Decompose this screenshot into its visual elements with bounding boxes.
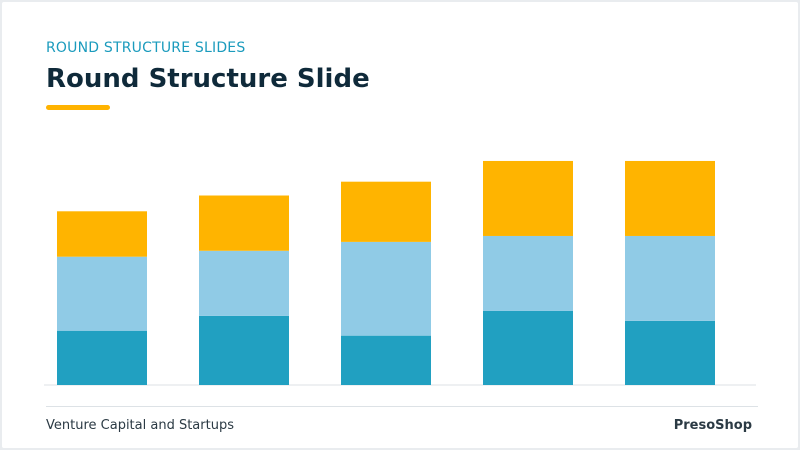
bar-segment-bottom-1 — [57, 330, 147, 385]
bar-segment-bottom-3 — [341, 335, 431, 385]
bar-segment-middle-5 — [625, 235, 715, 321]
slide-title: Round Structure Slide — [46, 64, 370, 94]
bar-segment-middle-2 — [199, 250, 289, 316]
title-accent-bar — [46, 105, 110, 110]
bar-segment-middle-4 — [483, 235, 573, 311]
footer-left-text: Venture Capital and Startups — [46, 418, 234, 433]
bar-segment-top-1 — [57, 211, 147, 257]
footer-brand: PresoShop — [673, 418, 752, 433]
bar-segment-middle-3 — [341, 241, 431, 336]
bar-segment-top-3 — [341, 181, 431, 242]
bar-segment-top-4 — [483, 160, 573, 236]
bar-segment-top-2 — [199, 195, 289, 251]
bar-segment-top-5 — [625, 160, 715, 236]
bar-segment-middle-1 — [57, 256, 147, 331]
bars-group — [57, 160, 715, 385]
footer-divider — [46, 406, 758, 407]
slide-eyebrow: ROUND STRUCTURE SLIDES — [46, 40, 246, 56]
bar-segment-bottom-4 — [483, 310, 573, 385]
bar-segment-bottom-2 — [199, 315, 289, 385]
bar-segment-bottom-5 — [625, 320, 715, 385]
